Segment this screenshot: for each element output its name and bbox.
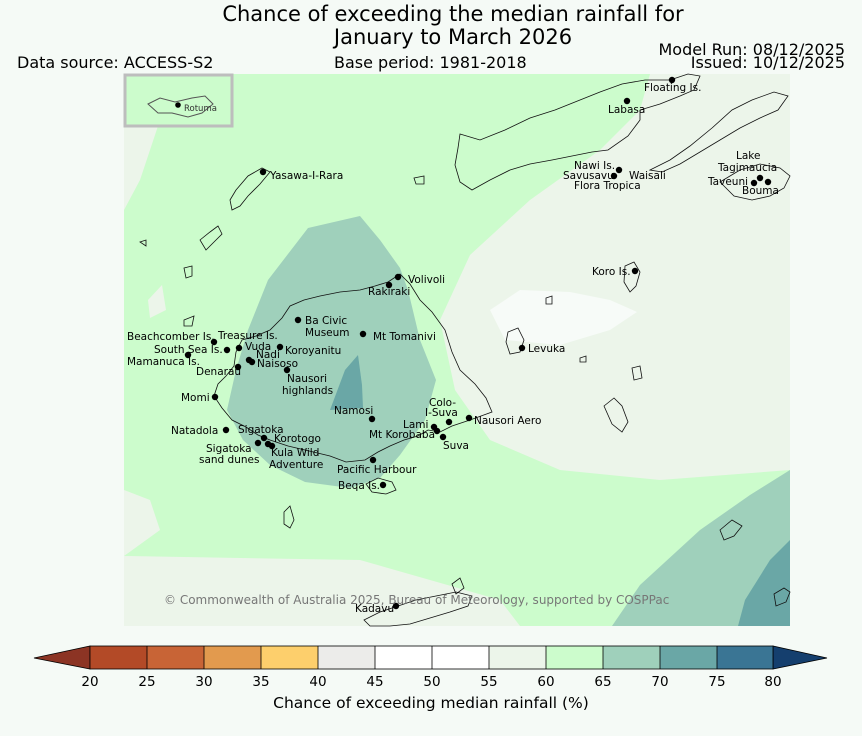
colorbar-tick: 30 bbox=[195, 674, 212, 690]
place-label: Kula Wild bbox=[271, 447, 319, 459]
place-label: highlands bbox=[282, 385, 333, 397]
place-label: Lami bbox=[403, 419, 428, 431]
colorbar-tick: 40 bbox=[309, 674, 326, 690]
rotuma-inset: Rotuma bbox=[123, 73, 234, 128]
colorbar: 20 25 30 35 40 45 50 55 60 65 70 75 80 C… bbox=[33, 645, 828, 712]
place-label: Beqa Is. bbox=[338, 480, 380, 492]
colorbar-segment bbox=[546, 646, 603, 669]
colorbar-tick: 20 bbox=[81, 674, 98, 690]
place-label: Natadola bbox=[171, 425, 218, 437]
colorbar-label: Chance of exceeding median rainfall (%) bbox=[273, 694, 589, 712]
colorbar-segment bbox=[375, 646, 432, 669]
model-run-label: Model Run: 08/12/2025 bbox=[658, 40, 846, 59]
place-label: Levuka bbox=[528, 343, 565, 355]
colorbar-tick: 55 bbox=[480, 674, 497, 690]
colorbar-low-extension bbox=[33, 645, 91, 670]
colorbar-tick: 65 bbox=[594, 674, 611, 690]
place-label: Nawi Is. bbox=[574, 160, 615, 172]
place-label: Flora Tropica bbox=[574, 180, 641, 192]
place-label: Yasawa-I-Rara bbox=[269, 170, 343, 182]
colorbar-tick: 45 bbox=[366, 674, 383, 690]
place-label: sand dunes bbox=[199, 454, 259, 466]
place-labels: Floating Is. Labasa Yasawa-I-Rara Nawi I… bbox=[127, 82, 779, 615]
place-label: Korotogo bbox=[274, 433, 321, 445]
colorbar-tick: 35 bbox=[252, 674, 269, 690]
copyright-notice: © Commonwealth of Australia 2025, Bureau… bbox=[164, 593, 669, 607]
colorbar-tick: 75 bbox=[708, 674, 725, 690]
place-label: Mamanuca Is. bbox=[127, 356, 200, 368]
place-label: Sigatoka bbox=[206, 443, 252, 455]
place-label: Labasa bbox=[608, 104, 645, 116]
place-label: Tagimaucia bbox=[717, 162, 777, 174]
place-label: Treasure Is. bbox=[217, 330, 278, 342]
colorbar-high-extension bbox=[772, 645, 828, 670]
place-label: Nausori bbox=[287, 373, 327, 385]
chart-title-line1: Chance of exceeding the median rainfall … bbox=[222, 2, 684, 26]
place-label: Nausori Aero bbox=[474, 415, 541, 427]
place-markers bbox=[184, 76, 772, 610]
inset-label: Rotuma bbox=[184, 104, 217, 114]
place-label: Museum bbox=[305, 327, 350, 339]
place-label: Mt Korobaba bbox=[369, 429, 435, 441]
place-label: Volivoli bbox=[408, 274, 445, 286]
place-label: Namosi bbox=[334, 405, 373, 417]
place-label: Ba Civic bbox=[305, 315, 347, 327]
colorbar-segment bbox=[717, 646, 773, 669]
place-label: Suva bbox=[443, 440, 469, 452]
place-label: Adventure bbox=[269, 459, 323, 471]
colorbar-segment bbox=[603, 646, 660, 669]
colorbar-segment bbox=[261, 646, 318, 669]
colorbar-tick: 25 bbox=[138, 674, 155, 690]
colorbar-segment bbox=[204, 646, 261, 669]
place-label: Koroyanitu bbox=[285, 345, 341, 357]
place-label: Kadavu bbox=[355, 603, 394, 615]
place-label: Waisali bbox=[629, 170, 666, 182]
vanua-levu-coast bbox=[454, 73, 701, 191]
place-label: Denarau bbox=[196, 366, 241, 378]
place-label: Beachcomber Is. bbox=[127, 331, 215, 343]
colorbar-segment bbox=[660, 646, 717, 669]
place-label: Naisoso bbox=[257, 358, 298, 370]
colorbar-tick: 60 bbox=[537, 674, 554, 690]
probability-fill-layer bbox=[124, 74, 790, 626]
chart-title-line2: January to March 2026 bbox=[333, 25, 573, 49]
base-period-label: Base period: 1981-2018 bbox=[334, 53, 527, 72]
place-label: Sigatoka bbox=[238, 424, 284, 436]
place-label: Bouma bbox=[742, 185, 779, 197]
place-label: I-Suva bbox=[425, 407, 458, 419]
colorbar-segment bbox=[489, 646, 546, 669]
place-label: Pacific Harbour bbox=[337, 464, 417, 476]
colorbar-tick: 80 bbox=[764, 674, 781, 690]
colorbar-segment bbox=[90, 646, 147, 669]
place-label: Rakiraki bbox=[368, 286, 410, 298]
place-label: Taveuni bbox=[707, 176, 748, 188]
place-label: Colo- bbox=[429, 397, 456, 409]
viti-levu-coast bbox=[213, 273, 493, 463]
place-label: Nadi bbox=[256, 349, 280, 361]
colorbar-segment bbox=[147, 646, 204, 669]
coastlines bbox=[139, 73, 791, 627]
place-label: Koro Is. bbox=[592, 266, 631, 278]
colorbar-segment bbox=[432, 646, 489, 669]
colorbar-segment bbox=[318, 646, 375, 669]
place-label: Mt Tomanivi bbox=[373, 331, 436, 343]
issued-label: Issued: 10/12/2025 bbox=[690, 53, 845, 72]
place-label: Floating Is. bbox=[644, 82, 701, 94]
place-label: Savusavu bbox=[563, 170, 614, 182]
place-label: Lake bbox=[736, 150, 760, 162]
place-label: Momi bbox=[181, 392, 210, 404]
data-source-label: Data source: ACCESS-S2 bbox=[17, 53, 214, 72]
colorbar-tick: 50 bbox=[423, 674, 440, 690]
place-label: South Sea Is. bbox=[154, 344, 223, 356]
colorbar-tick: 70 bbox=[651, 674, 668, 690]
place-label: Vuda bbox=[245, 341, 271, 353]
